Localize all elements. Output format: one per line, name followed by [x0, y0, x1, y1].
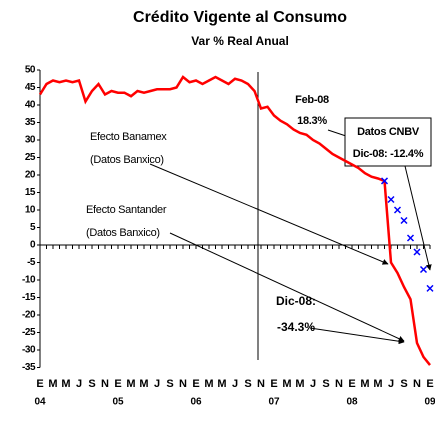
year-label: 04: [34, 397, 46, 408]
x-tick-label: M: [204, 378, 213, 390]
y-tick-label: -20: [22, 310, 36, 321]
x-tick-label: M: [217, 378, 226, 390]
x-tick-label: N: [257, 378, 265, 390]
x-tick-label: M: [61, 378, 70, 390]
x-tick-label: E: [114, 378, 121, 390]
annotation: Efecto Santander: [86, 204, 167, 216]
y-tick-label: 25: [25, 152, 36, 163]
x-tick-label: J: [388, 378, 394, 390]
y-tick-label: 15: [25, 187, 36, 198]
x-tick-label: E: [36, 378, 43, 390]
annotation: (Datos Banxico): [86, 227, 160, 239]
annotation: Datos CNBV: [357, 126, 420, 138]
y-tick-label: 35: [25, 117, 36, 128]
y-tick-label: 30: [25, 135, 36, 146]
x-tick-label: E: [192, 378, 199, 390]
y-tick-label: -30: [22, 345, 36, 356]
y-tick-label: -15: [22, 292, 36, 303]
x-tick-label: M: [282, 378, 291, 390]
chart-subtitle: Var % Real Anual: [191, 34, 289, 48]
x-tick-label: S: [166, 378, 173, 390]
point-marker: [419, 265, 428, 274]
y-tick-label: 50: [25, 65, 36, 76]
x-tick-label: N: [179, 378, 187, 390]
arrows: [149, 129, 432, 345]
x-tick-label: J: [76, 378, 82, 390]
x-tick-label: M: [360, 378, 369, 390]
x-tick-label: M: [373, 378, 382, 390]
arrow: [149, 163, 389, 265]
point-marker: [426, 284, 434, 292]
year-label: 09: [424, 397, 435, 408]
x-tick-label: J: [310, 378, 316, 390]
x-tick-label: M: [295, 378, 304, 390]
y-tick-label: -25: [22, 327, 36, 338]
year-label: 08: [346, 397, 358, 408]
annotation: Dic-08:: [276, 294, 316, 308]
line: [38, 75, 431, 366]
arrow: [404, 165, 432, 271]
x-tick-label: E: [270, 378, 277, 390]
annotation: 18.3%: [297, 115, 327, 127]
x-tick-label: M: [139, 378, 148, 390]
point-marker: [413, 248, 421, 256]
x-tick-label: J: [232, 378, 238, 390]
y-tick-label: 0: [30, 240, 36, 251]
point-marker: [400, 216, 408, 225]
y-tick-label: 10: [25, 205, 36, 216]
x-tick-label: M: [126, 378, 135, 390]
x-tick-label: N: [335, 378, 343, 390]
x-tick-label: N: [101, 378, 109, 390]
x-tick-label: M: [48, 378, 57, 390]
x-tick-label: S: [322, 378, 329, 390]
y-tick-label: 20: [25, 170, 36, 181]
x-tick-label: S: [244, 378, 251, 390]
year-label: 07: [268, 397, 280, 408]
year-label: 06: [190, 397, 202, 408]
annotation: (Datos Banxico): [90, 154, 164, 166]
arrow: [309, 327, 405, 345]
x-tick-label: E: [348, 378, 355, 390]
x-tick-label: J: [154, 378, 160, 390]
x-tick-label: E: [426, 378, 433, 390]
y-tick-label: -10: [22, 275, 36, 286]
point-marker: [387, 195, 395, 204]
y-tick-label: 40: [25, 100, 36, 111]
annotation: Dic-08: -12.4%: [353, 148, 424, 160]
point-marker: [393, 206, 402, 214]
chart-title: Crédito Vigente al Consumo: [133, 9, 347, 26]
annotation-box: [344, 117, 432, 167]
x-tick-label: S: [400, 378, 407, 390]
arrow: [169, 232, 405, 342]
x-tick-label: S: [88, 378, 95, 390]
x-tick-label: N: [413, 378, 421, 390]
annotation: -34.3%: [277, 320, 315, 334]
year-label: 05: [112, 397, 124, 408]
y-tick-label: -35: [22, 362, 36, 373]
y-tick-label: 5: [30, 222, 36, 233]
annotation: Efecto Banamex: [90, 131, 167, 143]
point-marker: [406, 234, 415, 242]
point-marker: [380, 177, 389, 185]
y-tick-label: 45: [25, 82, 36, 93]
annotation: Feb-08: [295, 94, 329, 106]
y-tick-label: -5: [27, 257, 36, 268]
